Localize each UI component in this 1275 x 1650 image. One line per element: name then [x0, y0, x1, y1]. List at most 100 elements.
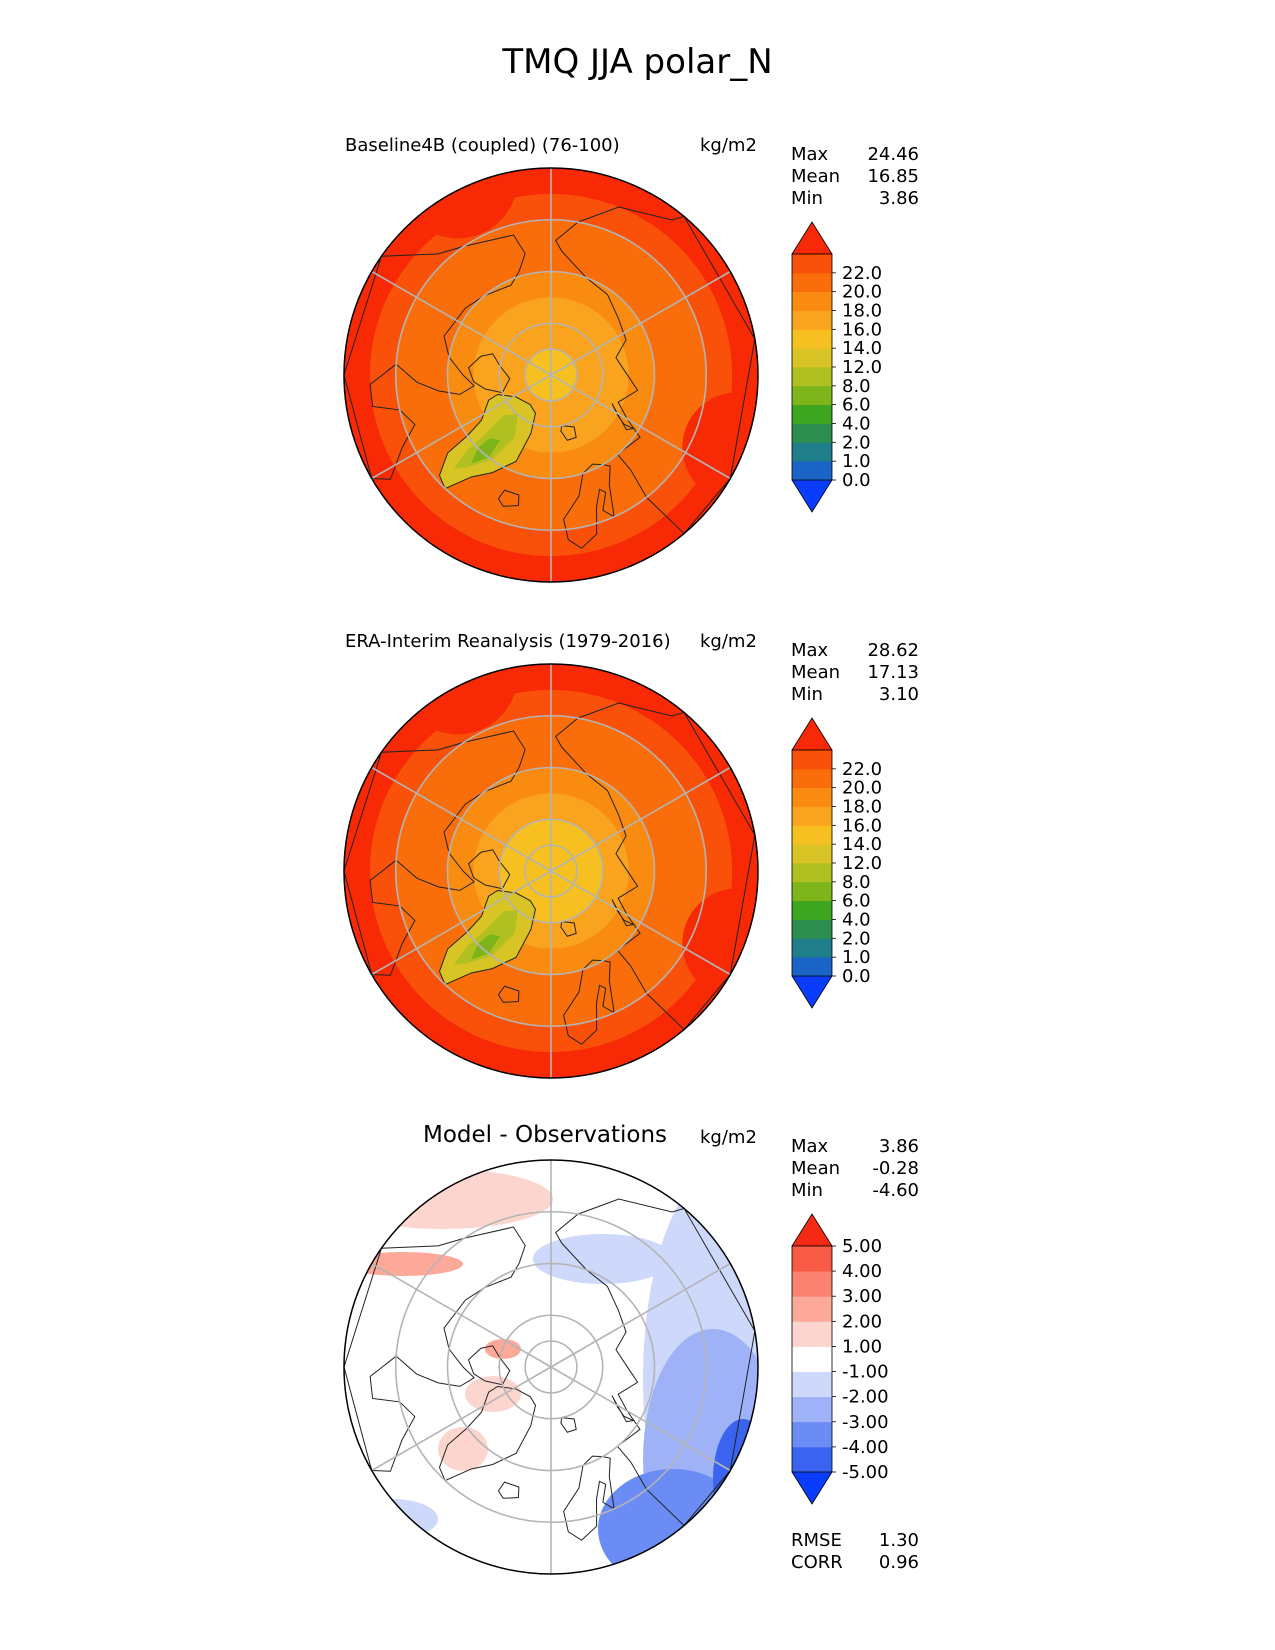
diff-negative [643, 1329, 758, 1574]
panel-2-units: kg/m2 [700, 631, 757, 652]
colorbar-tick-label: 22.0 [842, 759, 882, 780]
colorbar-segment [792, 750, 832, 770]
colorbar-segment [792, 957, 832, 977]
map-model [343, 167, 759, 583]
warm-patch [682, 888, 758, 999]
panel-2-stats: Max 28.62 Mean 17.13 Min 3.10 [791, 640, 919, 706]
colorbar-tick-label: 4.0 [842, 910, 871, 931]
colorbar-tick-label: 22.0 [842, 263, 882, 284]
colorbar-tick-label: 4.0 [842, 414, 871, 435]
colorbar-tick-label: 8.0 [842, 872, 871, 893]
colorbar-tick-label: 14.0 [842, 338, 882, 359]
greenland-core-dry [471, 438, 501, 464]
colorbar-segment [792, 1446, 832, 1473]
coastline-scandinavia [563, 959, 615, 1045]
map-difference [343, 1159, 759, 1575]
colorbar-tick-label: 18.0 [842, 797, 882, 818]
coastline-scandinavia [563, 463, 615, 549]
colorbar-difference: -5.00 -4.00 -3.00 -2.00 -1.00 1.00 2.00 3.00 4.0… [791, 1213, 889, 1505]
coastline-siberia [555, 1198, 756, 1527]
colorbar-segment [792, 806, 832, 826]
greenland-core-dry [471, 934, 501, 960]
colorbar-extend-min [791, 479, 833, 513]
coastline-novaya [611, 1395, 636, 1423]
coastline-greenland [438, 393, 537, 490]
panel-2-title: ERA-Interim Reanalysis (1979-2016) [345, 631, 671, 652]
colorbar-tick-label: 16.0 [842, 815, 882, 836]
colorbar-extend-max [791, 717, 833, 751]
stat-max-value: 24.46 [867, 144, 919, 165]
colorbar-segment [792, 1246, 832, 1272]
rmse-value: 1.30 [878, 1530, 919, 1551]
coastline-siberia [555, 206, 756, 535]
colorbar-segment [792, 291, 832, 311]
coastline-arctic_islands [467, 353, 511, 394]
colorbar-segment [792, 844, 832, 864]
colorbar-segment [792, 768, 832, 789]
colorbar-tick-label: 12.0 [842, 853, 882, 874]
coastline-svalbard [560, 425, 577, 441]
stat-mean-value: -0.28 [872, 1158, 919, 1179]
diff-positive [438, 1427, 488, 1471]
stat-mean-label: Mean [791, 1158, 841, 1179]
stat-max-value: 3.86 [878, 1136, 919, 1157]
map-boundary [343, 1159, 759, 1575]
stat-min-label: Min [791, 188, 823, 209]
colorbar-extend-min [791, 975, 833, 1009]
colorbar-segment [792, 1371, 832, 1398]
diff-positive [344, 1169, 553, 1229]
colorbar-tick-label: 8.0 [842, 376, 871, 397]
colorbar-tick-label: -5.00 [842, 1462, 889, 1483]
meridian-line [550, 870, 731, 976]
colorbar-segment [792, 404, 832, 424]
colorbar-segment [792, 1321, 832, 1347]
colorbar-model: 0.01.02.04.06.08.012.014.016.018.020.022… [791, 221, 882, 513]
stat-min-value: 3.86 [878, 188, 919, 209]
map-field [344, 168, 758, 582]
colorbar-segment [792, 919, 832, 939]
colorbar-segment [792, 787, 832, 807]
colorbar-tick-label: 1.0 [842, 451, 871, 472]
colorbar-tick-label: 2.0 [842, 432, 871, 453]
colorbar-tick-label: 16.0 [842, 319, 882, 340]
stat-min-value: 3.10 [878, 684, 919, 705]
panel-3-title: Model - Observations [423, 1122, 668, 1148]
colorbar-tick-label: 14.0 [842, 834, 882, 855]
panel-3-metrics: RMSE 1.30 CORR 0.96 [791, 1530, 919, 1574]
colorbar-tick-label: 20.0 [842, 282, 882, 303]
colorbar-tick-label: 5.00 [842, 1236, 882, 1257]
colorbar-tick-label: 12.0 [842, 357, 882, 378]
colorbar-tick-label: -4.00 [842, 1437, 889, 1458]
colorbar-segment [792, 825, 832, 845]
coastline-iceland [497, 489, 520, 507]
coastline-svalbard [560, 1417, 577, 1433]
colorbar-segment [792, 461, 832, 481]
coastline-arctic_islands [467, 1345, 511, 1386]
colorbar-tick-label: 1.00 [842, 1336, 882, 1357]
colorbar-tick-label: -2.00 [842, 1387, 889, 1408]
coastline-scandinavia [563, 1455, 615, 1541]
colorbar-segment [792, 310, 832, 330]
colorbar-segment [792, 900, 832, 920]
coastline-siberia [555, 702, 756, 1031]
meridian-line [550, 270, 731, 376]
stat-max-label: Max [791, 640, 829, 661]
meridian-line [550, 374, 731, 480]
panel-3-stats: Max 3.86 Mean -0.28 Min -4.60 [791, 1136, 919, 1202]
warm-patch [682, 392, 758, 503]
colorbar-segment [792, 385, 832, 406]
colorbar-tick-label: -1.00 [842, 1362, 889, 1383]
meridian-line [550, 766, 731, 872]
colorbar-segment [792, 423, 832, 443]
colorbar-segment [792, 348, 832, 368]
colorbar-tick-label: 4.00 [842, 1261, 882, 1282]
corr-value: 0.96 [878, 1552, 919, 1573]
stat-mean-label: Mean [791, 166, 841, 187]
colorbar-segment [792, 329, 832, 349]
meridian-line [371, 1262, 552, 1368]
map-boundary [343, 167, 759, 583]
coastline-novaya [611, 403, 636, 431]
figure-title: TMQ JJA polar_N [502, 42, 773, 82]
colorbar-segment [792, 881, 832, 902]
diff-negative [713, 1419, 758, 1539]
